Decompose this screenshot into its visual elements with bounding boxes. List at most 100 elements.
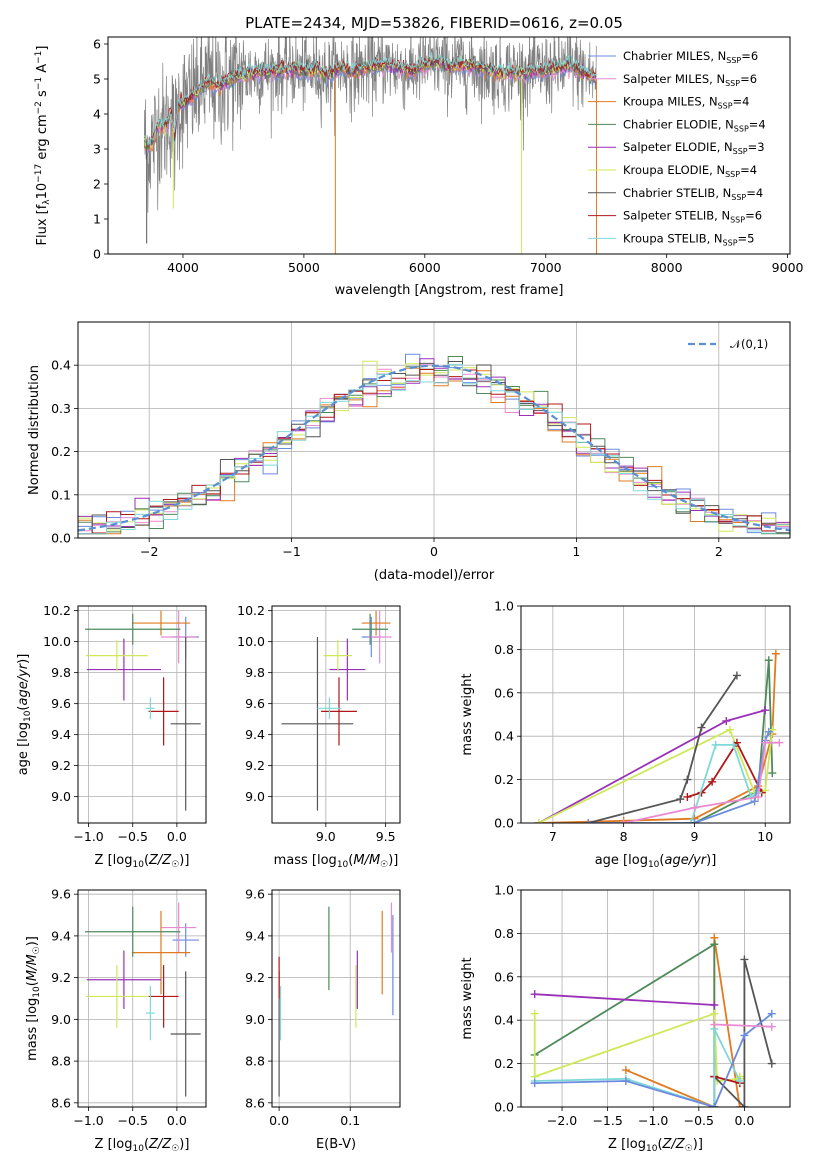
- y-tick-label: 9.4: [51, 727, 71, 742]
- mass-weight-marker: [534, 819, 543, 823]
- mass-weight-marker: [768, 769, 777, 778]
- mass-weight-line: [534, 1012, 773, 1107]
- x-tick-label: 0.0: [734, 1113, 754, 1128]
- y-tick-label: 8.6: [245, 1095, 265, 1110]
- x-tick-label: 9.0: [316, 829, 336, 844]
- y-tick-label: 4: [93, 107, 101, 122]
- x-tick-label: 0.0: [167, 1113, 187, 1128]
- mass-weight-marker: [771, 649, 780, 658]
- mass-weight-marker: [683, 775, 692, 784]
- residuals-frame: [77, 321, 791, 539]
- legend-entry: Salpeter STELIB, NSSP=6: [623, 209, 762, 225]
- y-tick-label: 9.6: [245, 696, 265, 711]
- mass-weight-line: [534, 1028, 741, 1107]
- mass-weight-marker: [621, 1076, 630, 1085]
- clip-weight_vs_age-content: [534, 649, 784, 823]
- y-tick-label: 0.2: [51, 444, 71, 459]
- y-tick-label: 9.2: [245, 758, 265, 773]
- y-tick-label: 5: [93, 72, 101, 87]
- mass-weight-marker: [676, 795, 685, 804]
- y-tick-label: 9.0: [51, 1012, 71, 1027]
- mass-weight-marker: [729, 740, 738, 749]
- y-tick-label: 0.4: [494, 729, 514, 744]
- mass-weight-marker: [722, 717, 731, 726]
- y-tick-label: 9.6: [51, 696, 71, 711]
- y-tick-label: 9.0: [245, 1012, 265, 1027]
- mass-weight-marker: [619, 819, 628, 823]
- clip-age_vs_mass-content: [281, 610, 392, 811]
- legend-entry: Kroupa MILES, NSSP=4: [623, 95, 749, 111]
- y-tick-label: 9.0: [51, 789, 71, 804]
- x-tick-label: 5000: [288, 260, 320, 275]
- mass-weight-marker: [761, 738, 770, 747]
- clip-mass_vs_ebv-content: [278, 902, 394, 1097]
- x-tick-label: −1.0: [73, 1113, 103, 1128]
- mass-weight-marker: [710, 1001, 719, 1010]
- mass-weight-marker: [584, 819, 593, 823]
- y-axis-label: age [log10(age/yr)]: [16, 654, 33, 776]
- x-tick-label: 0.0: [269, 1113, 289, 1128]
- y-tick-label: 0.2: [494, 1056, 514, 1071]
- mass-weight-marker: [710, 1009, 719, 1018]
- clip-age_vs_Z-content: [85, 610, 201, 811]
- age_vs_mass-frame: [271, 605, 401, 824]
- y-tick-label: 0.1: [51, 487, 71, 502]
- y-tick-label: 0.3: [51, 401, 71, 416]
- x-tick-label: −0.5: [118, 829, 148, 844]
- legend-entry: Salpeter ELODIE, NSSP=3: [623, 140, 765, 156]
- mass-weight-marker: [775, 738, 784, 747]
- residuals-panel: −2 −1 0 1 2 0.0 0.1 0.2 0.3 0.4 (data-model)/error…: [27, 321, 791, 583]
- mass-weight-marker: [530, 1079, 539, 1088]
- x-tick-label: 9000: [772, 260, 804, 275]
- mass-weight-marker: [621, 1066, 630, 1075]
- mass-weight-marker: [708, 777, 717, 786]
- y-tick-label: 9.2: [51, 970, 71, 985]
- x-axis-label: Z [log10(Z/Z☉)]: [608, 1137, 703, 1154]
- y-tick-label: 9.8: [245, 665, 265, 680]
- x-tick-label: −1.0: [73, 829, 103, 844]
- y-tick-label: 9.2: [245, 970, 265, 985]
- mass-weight-marker: [767, 1022, 776, 1031]
- y-tick-label: 9.0: [245, 789, 265, 804]
- x-axis-label: Z [log10(Z/Z☉)]: [95, 1137, 190, 1154]
- mass-weight-marker: [530, 1009, 539, 1018]
- y-tick-label: 9.8: [51, 665, 71, 680]
- legend-entry: 𝒩(0,1): [730, 337, 768, 351]
- mass-weight-marker: [740, 955, 749, 964]
- mass-weight-marker: [764, 727, 773, 736]
- y-tick-label: 10.2: [43, 603, 71, 618]
- model-spectrum-line: [144, 52, 597, 146]
- y-tick-label: 10.2: [237, 603, 265, 618]
- x-tick-label: 7: [549, 829, 557, 844]
- mass-weight-marker: [767, 1009, 776, 1018]
- x-tick-label: 0.1: [340, 1113, 360, 1128]
- mass-weight-line: [538, 653, 777, 823]
- y-tick-label: 2: [93, 177, 101, 192]
- y-tick-label: 9.4: [245, 928, 265, 943]
- mass-weight-marker: [710, 1020, 719, 1029]
- mass-weight-marker: [725, 725, 734, 734]
- x-tick-label: −2: [140, 544, 158, 559]
- y-tick-label: 9.2: [51, 758, 71, 773]
- mass-weight-marker: [740, 1103, 749, 1107]
- mass-weight-marker: [732, 671, 741, 680]
- x-tick-label: −0.5: [684, 1113, 714, 1128]
- figure-title: PLATE=2434, MJD=53826, FIBERID=0616, z=0…: [245, 14, 623, 32]
- mass-weight-marker: [710, 1103, 719, 1107]
- y-tick-label: 9.6: [245, 887, 265, 902]
- y-tick-label: 0.8: [494, 642, 514, 657]
- mass-weight-marker: [735, 1076, 744, 1085]
- x-axis-label: E(B-V): [316, 1137, 356, 1152]
- legend-entry: Chabrier STELIB, NSSP=4: [623, 186, 763, 202]
- mass-weight-marker: [530, 990, 539, 999]
- mass-weight-marker: [761, 706, 770, 715]
- mass-weight-line: [714, 1075, 741, 1084]
- x-tick-label: 9: [690, 829, 698, 844]
- y-tick-label: 0.6: [494, 685, 514, 700]
- clip-mass_vs_Z-content: [85, 902, 201, 1097]
- y-tick-label: 0.2: [494, 772, 514, 787]
- x-axis-label: age [log10(age/yr)]: [595, 853, 717, 870]
- weight_vs_Z-frame: [520, 889, 791, 1108]
- age_vs_mass-panel: 9.0 9.5 9.0 9.2 9.4 9.6 9.8 10.0 10.2 mass [log10…: [237, 603, 401, 870]
- legend-entry: Chabrier MILES, NSSP=6: [623, 49, 758, 65]
